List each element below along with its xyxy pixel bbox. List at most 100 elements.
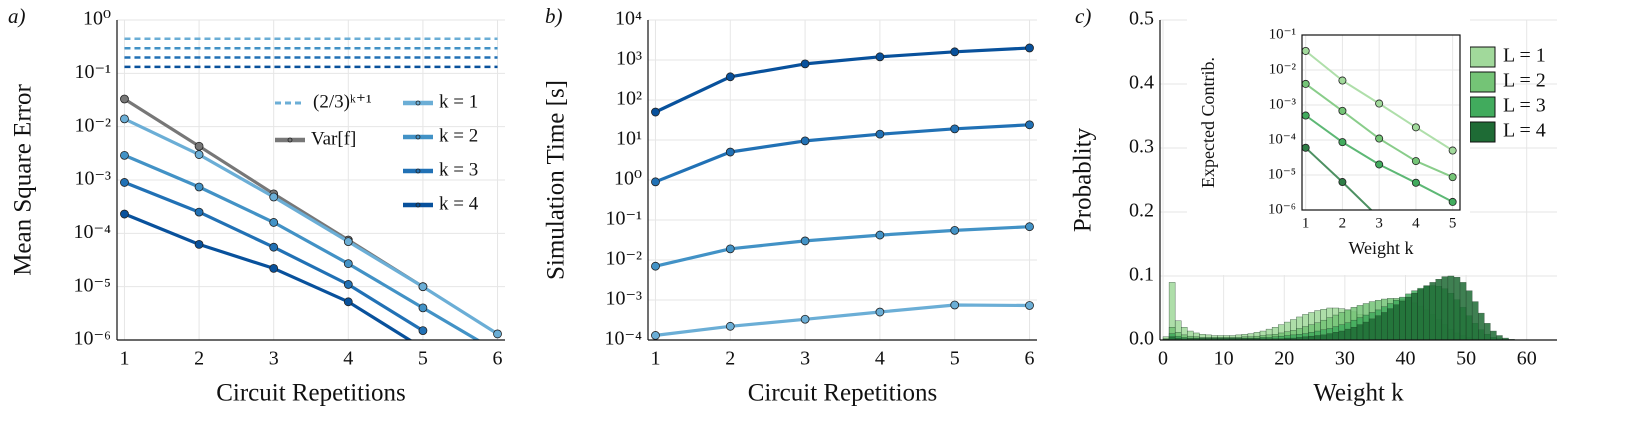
y-tick-label: 10⁻¹ bbox=[1269, 26, 1296, 42]
data-point bbox=[800, 314, 810, 324]
histogram-bar bbox=[1447, 275, 1455, 340]
inset-background bbox=[1187, 15, 1470, 275]
y-tick-label: 10⁻⁶ bbox=[1268, 201, 1296, 217]
y-tick-label: 10⁻⁵ bbox=[73, 274, 111, 296]
y-tick-label: 10⁻⁴ bbox=[73, 221, 111, 243]
y-tick-label: 0.1 bbox=[1129, 264, 1154, 286]
data-point bbox=[194, 141, 204, 151]
data-point bbox=[343, 237, 353, 246]
data-point bbox=[1448, 197, 1457, 206]
data-point bbox=[1338, 106, 1347, 115]
x-tick-label: 3 bbox=[800, 348, 810, 370]
data-point bbox=[120, 209, 129, 219]
x-tick-label: 2 bbox=[1339, 215, 1347, 231]
data-point bbox=[1448, 146, 1457, 155]
legend-swatch bbox=[1469, 71, 1496, 93]
y-tick-label: 10¹ bbox=[616, 128, 642, 150]
data-point bbox=[651, 331, 660, 340]
data-point bbox=[194, 240, 204, 249]
legend-swatch bbox=[1469, 121, 1496, 143]
data-point bbox=[950, 124, 960, 134]
data-point bbox=[1448, 173, 1457, 182]
plot-area bbox=[1302, 46, 1457, 210]
data-point bbox=[418, 303, 428, 313]
legend-marker bbox=[415, 202, 421, 208]
data-point bbox=[651, 261, 660, 271]
legend-marker bbox=[287, 137, 293, 143]
histogram-bar bbox=[1368, 318, 1376, 340]
histogram-bar bbox=[1332, 332, 1340, 340]
legend-label: Var[f] bbox=[311, 128, 356, 149]
x-tick-label: 20 bbox=[1274, 348, 1294, 370]
y-tick-label: 10⁻³ bbox=[1269, 96, 1297, 112]
histogram-bar bbox=[1393, 304, 1400, 340]
data-point bbox=[950, 225, 960, 235]
axes-frame bbox=[1301, 34, 1461, 211]
data-point bbox=[1302, 46, 1310, 55]
histogram-bar bbox=[1471, 301, 1479, 340]
y-tick-label: 10⁰ bbox=[83, 8, 111, 30]
histogram-bar bbox=[1381, 312, 1388, 340]
x-tick-label: 60 bbox=[1517, 348, 1537, 370]
data-point bbox=[1302, 143, 1310, 152]
legend-label: k = 3 bbox=[439, 159, 478, 180]
panel: 10⁰ 10⁻¹ 10⁻² 10⁻³ 10⁻⁴ 10⁻⁵ 10⁻⁶ 1 2 3 4 5 6 (2/3)ᵏ⁺… bbox=[8, 4, 505, 407]
histogram-bar bbox=[1356, 324, 1364, 340]
y-tick-label: 0.2 bbox=[1129, 200, 1154, 222]
y-tick-label: 10⁻³ bbox=[605, 288, 642, 310]
data-point bbox=[875, 129, 885, 139]
histogram-bar bbox=[1435, 279, 1443, 340]
data-point bbox=[651, 107, 660, 117]
histogram-bar bbox=[1465, 290, 1473, 340]
panel-label: b) bbox=[545, 4, 563, 28]
y-axis-title: Mean Square Error bbox=[10, 84, 37, 276]
y-tick-label: 10⁰ bbox=[614, 168, 642, 190]
y-axis-title: Probablity bbox=[1070, 127, 1097, 232]
data-point bbox=[1375, 160, 1384, 169]
x-tick-label: 1 bbox=[1302, 215, 1310, 231]
legend-label: k = 1 bbox=[439, 91, 478, 112]
series-line bbox=[123, 117, 499, 336]
data-point bbox=[418, 326, 428, 336]
x-axis-title: Circuit Repetitions bbox=[216, 380, 406, 407]
histogram-bar bbox=[1453, 277, 1461, 340]
x-tick-label: 6 bbox=[493, 348, 503, 370]
x-tick-label: 4 bbox=[875, 348, 885, 370]
inset: 10⁻¹ 10⁻² 10⁻³ 10⁻⁴ 10⁻⁵ 10⁻⁶ 1 2 3 4 5 Weight k Exp… bbox=[1187, 15, 1470, 275]
histogram-bar bbox=[1405, 296, 1412, 340]
data-point bbox=[1338, 178, 1347, 187]
histogram-bar bbox=[1374, 315, 1382, 340]
data-point bbox=[120, 114, 129, 124]
data-point bbox=[950, 47, 960, 57]
histogram-bar bbox=[1496, 335, 1503, 340]
x-axis-title: Circuit Repetitions bbox=[748, 380, 938, 407]
x-tick-label: 0 bbox=[1158, 348, 1168, 370]
data-point bbox=[1411, 178, 1420, 187]
x-tick-label: 5 bbox=[418, 348, 428, 370]
y-tick-label: 10⁻² bbox=[605, 248, 642, 270]
histogram-bar bbox=[1387, 308, 1394, 340]
y-tick-label: 10⁻³ bbox=[74, 168, 111, 190]
panel: 10⁻⁴ 10⁻³ 10⁻² 10⁻¹ 10⁰ 10¹ 10² 10³ 10⁴ 1 2 3 4 5 6 b) C… bbox=[543, 4, 1037, 407]
data-point bbox=[725, 72, 735, 82]
x-tick-label: 40 bbox=[1395, 348, 1415, 370]
x-tick-label: 6 bbox=[1025, 348, 1035, 370]
legend-label: (2/3)ᵏ⁺¹ bbox=[313, 91, 372, 112]
data-point bbox=[725, 147, 735, 157]
x-axis-title: Weight k bbox=[1313, 380, 1404, 407]
legend-label: L = 1 bbox=[1503, 45, 1546, 67]
legend-label: k = 2 bbox=[439, 125, 478, 146]
histogram-bar bbox=[1326, 333, 1333, 340]
y-tick-label: 10⁻⁵ bbox=[1268, 166, 1296, 182]
histogram-bar bbox=[1441, 276, 1449, 340]
data-point bbox=[1411, 123, 1420, 132]
histogram-bar bbox=[1338, 330, 1346, 340]
histogram-bar bbox=[1429, 282, 1436, 340]
data-point bbox=[269, 192, 279, 202]
data-point bbox=[1338, 76, 1347, 85]
data-point bbox=[269, 242, 279, 252]
data-point bbox=[875, 230, 885, 240]
series-line bbox=[655, 225, 1030, 268]
